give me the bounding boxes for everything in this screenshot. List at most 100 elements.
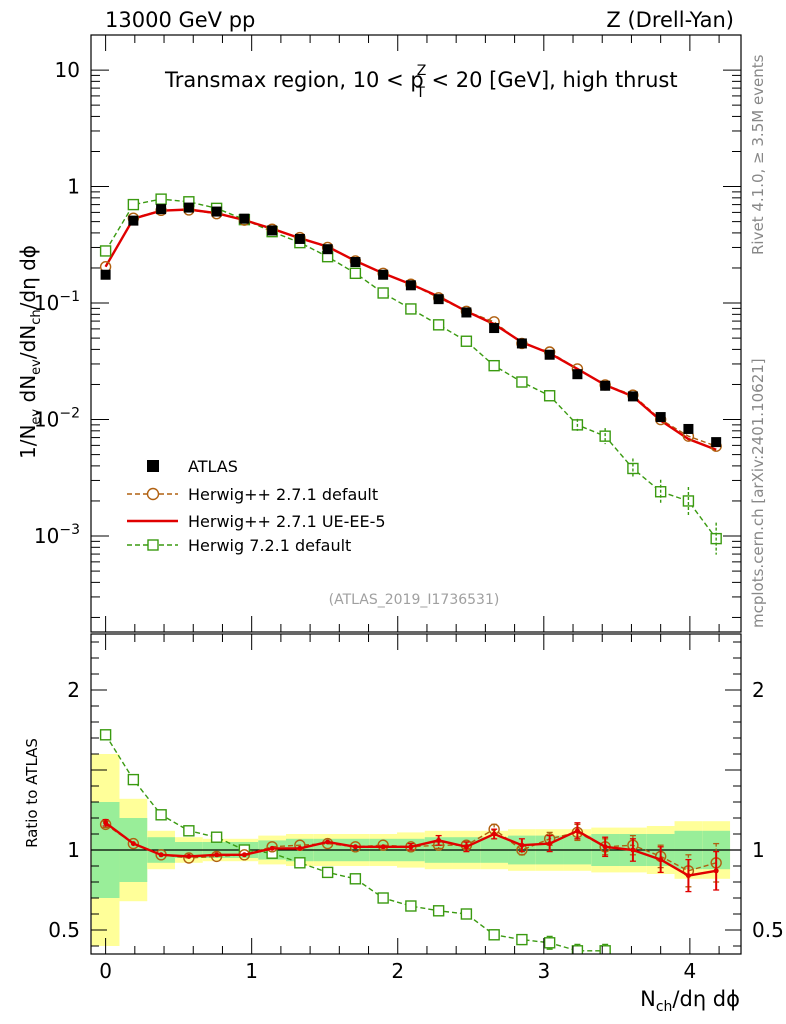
ratio-marker-herwigpp-ueee5 bbox=[380, 844, 386, 850]
ratio-marker-herwigpp-ueee5 bbox=[352, 844, 358, 850]
y-tick-label: 10 bbox=[55, 58, 80, 82]
marker-atlas bbox=[378, 269, 389, 280]
marker-atlas bbox=[267, 225, 278, 236]
mcplots-label: mcplots.cern.ch [arXiv:2401.10621] bbox=[749, 358, 767, 628]
marker-atlas bbox=[516, 338, 527, 349]
marker-atlas bbox=[211, 206, 222, 217]
plot-title: Transmax region, 10 < pZ T < 20 [GeV], hi… bbox=[164, 63, 678, 101]
marker-atlas bbox=[544, 349, 555, 360]
x-tick-label: 2 bbox=[391, 959, 404, 983]
x-tick-label: 0 bbox=[99, 959, 112, 983]
marker-atlas bbox=[711, 437, 722, 448]
ratio-marker-herwig721 bbox=[432, 905, 445, 917]
ratio-marker-herwigpp-default bbox=[127, 837, 140, 850]
main-frame bbox=[90, 34, 742, 633]
header-left: 13000 GeV pp bbox=[105, 8, 255, 32]
rivet-label: Rivet 4.1.0, ≥ 3.5M events bbox=[749, 54, 767, 255]
ratio-marker-herwigpp-ueee5 bbox=[408, 844, 414, 850]
marker-atlas bbox=[294, 233, 305, 244]
ratio-marker-herwig721 bbox=[294, 857, 306, 869]
marker-atlas bbox=[461, 307, 472, 318]
ratio-marker-herwigpp-ueee5 bbox=[547, 841, 553, 847]
series-line-herwigpp-default bbox=[104, 209, 717, 447]
ratio-marker-herwig721 bbox=[405, 900, 417, 912]
y-tick-label: 10−2 bbox=[34, 406, 80, 432]
marker-herwig721 bbox=[155, 193, 167, 205]
series-line-herwigpp-ueee5 bbox=[104, 208, 717, 451]
ratio-frame bbox=[90, 633, 742, 955]
ratio-tick-label-left: 2 bbox=[67, 678, 80, 702]
marker-atlas bbox=[433, 294, 444, 305]
ratio-marker-herwig721 bbox=[210, 831, 223, 843]
ratio-panel: 0 1 2 3 4 2 2 1 1 0.5 0.5 bbox=[48, 633, 784, 983]
ratio-marker-herwigpp-ueee5 bbox=[602, 844, 608, 850]
legend-marker-herwig721 bbox=[147, 539, 159, 551]
marker-herwig721 bbox=[682, 495, 695, 507]
marker-atlas bbox=[156, 204, 167, 215]
ratio-marker-herwigpp-ueee5 bbox=[685, 873, 691, 879]
marker-atlas bbox=[683, 423, 694, 434]
ratio-marker-herwig721 bbox=[377, 892, 389, 904]
marker-atlas bbox=[405, 280, 416, 291]
marker-herwig721 bbox=[516, 376, 528, 388]
ratio-series-group bbox=[99, 729, 722, 978]
x-tick-label: 3 bbox=[537, 959, 550, 983]
main-panel: 10 1 10−1 10−2 10−3 bbox=[34, 34, 742, 633]
legend-marker-herwigpp-default bbox=[146, 487, 160, 501]
ratio-marker-herwigpp-ueee5 bbox=[325, 839, 331, 845]
ratio-marker-herwig721 bbox=[183, 825, 195, 837]
ratio-marker-herwigpp-ueee5 bbox=[463, 844, 469, 850]
marker-herwig721 bbox=[349, 267, 362, 280]
ratio-marker-herwig721 bbox=[155, 809, 167, 821]
ratio-marker-herwigpp-default bbox=[183, 852, 195, 864]
ratio-marker-herwig721 bbox=[599, 945, 611, 954]
ratio-line-herwig721 bbox=[105, 734, 611, 954]
ratio-marker-herwigpp-ueee5 bbox=[519, 842, 525, 848]
series-line-herwig721 bbox=[104, 198, 717, 540]
ratio-marker-herwigpp-ueee5 bbox=[297, 845, 303, 851]
x-axis-label: Nch/dη dϕ bbox=[640, 987, 740, 1015]
marker-atlas bbox=[239, 213, 250, 224]
legend-label: Herwig 7.2.1 default bbox=[188, 536, 351, 555]
marker-atlas bbox=[183, 202, 194, 213]
ratio-marker-herwigpp-ueee5 bbox=[130, 841, 136, 847]
ratio-marker-herwigpp-ueee5 bbox=[186, 853, 192, 859]
marker-herwig721 bbox=[405, 303, 417, 315]
x-tick-label: 1 bbox=[245, 959, 258, 983]
ratio-marker-herwigpp-default bbox=[210, 850, 223, 863]
ratio-marker-herwigpp-ueee5 bbox=[436, 837, 442, 843]
ratio-tick-label-left: 1 bbox=[67, 838, 80, 862]
ratio-marker-herwigpp-ueee5 bbox=[713, 868, 719, 874]
x-tick-label: 4 bbox=[684, 959, 697, 983]
legend-label: Herwig++ 2.7.1 UE-EE-5 bbox=[188, 512, 386, 531]
marker-atlas bbox=[322, 244, 333, 255]
legend-label: Herwig++ 2.7.1 default bbox=[188, 485, 378, 504]
ratio-marker-herwigpp-ueee5 bbox=[269, 845, 275, 851]
ratio-y-label: Ratio to ATLAS bbox=[23, 738, 41, 848]
ratio-marker-herwigpp-ueee5 bbox=[574, 828, 580, 834]
ratio-marker-herwigpp-ueee5 bbox=[491, 831, 497, 837]
y-tick-label: 10−1 bbox=[34, 289, 80, 315]
ratio-marker-herwigpp-ueee5 bbox=[214, 852, 220, 858]
marker-atlas bbox=[350, 257, 361, 268]
ratio-marker-herwigpp-ueee5 bbox=[630, 847, 636, 853]
ratio-tick-label-left: 0.5 bbox=[48, 918, 80, 942]
ratio-marker-herwig721 bbox=[321, 866, 334, 879]
ratio-marker-herwig721 bbox=[460, 908, 473, 920]
ratio-marker-herwigpp-default bbox=[377, 839, 389, 851]
marker-atlas bbox=[128, 215, 139, 226]
ratio-marker-herwig721 bbox=[543, 937, 556, 949]
ratio-marker-herwigpp-default bbox=[266, 841, 278, 853]
marker-atlas bbox=[489, 323, 500, 334]
ratio-tick-label-right: 0.5 bbox=[752, 918, 784, 942]
ratio-marker-herwig721 bbox=[656, 968, 666, 978]
ratio-marker-herwig721 bbox=[516, 933, 528, 946]
ratio-tick-label-right: 1 bbox=[752, 838, 765, 862]
ratio-marker-herwigpp-ueee5 bbox=[241, 852, 247, 858]
ratio-tick-label-right: 2 bbox=[752, 678, 765, 702]
legend-marker-atlas bbox=[147, 460, 159, 472]
marker-herwig721 bbox=[377, 287, 389, 299]
ratio-marker-herwig721 bbox=[127, 773, 140, 786]
marker-herwig721 bbox=[460, 335, 473, 347]
